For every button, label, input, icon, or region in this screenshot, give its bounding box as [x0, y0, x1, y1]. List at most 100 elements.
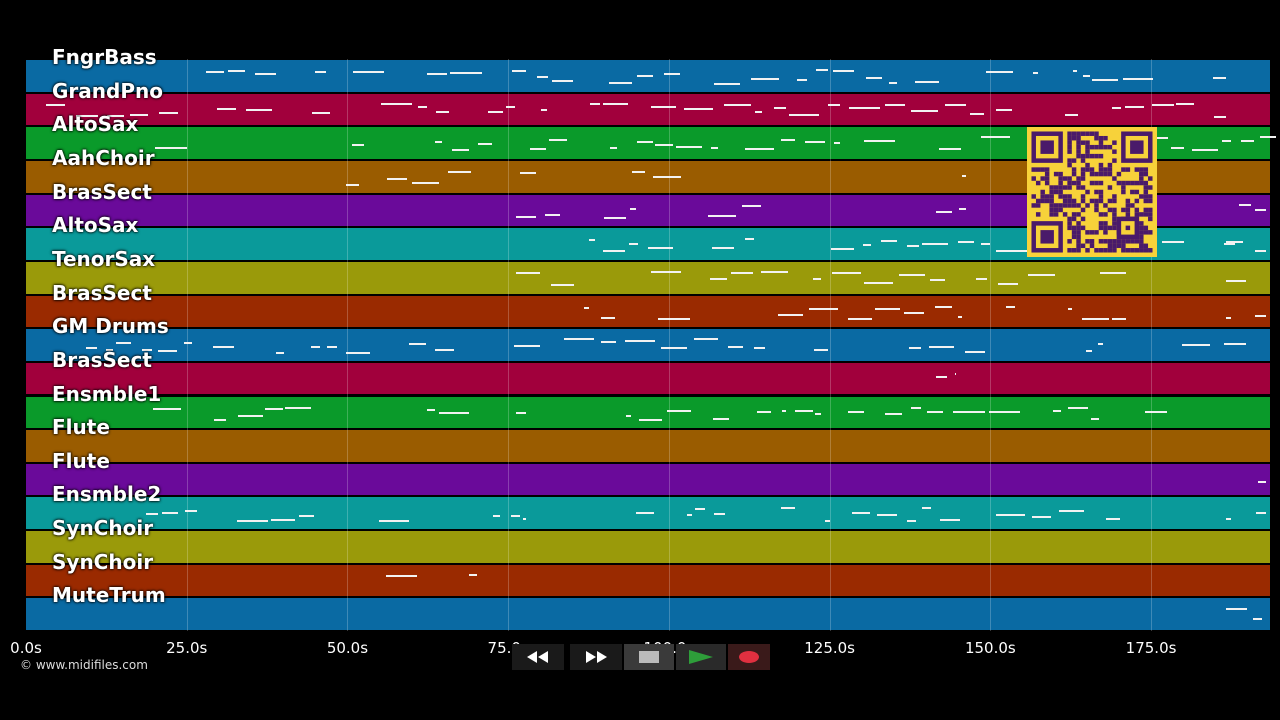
qr-module — [1121, 207, 1126, 213]
qr-module — [1107, 248, 1113, 253]
track-lane — [26, 261, 1270, 295]
midi-note — [1151, 103, 1175, 106]
qr-module — [1058, 203, 1063, 208]
qr-module — [1076, 221, 1081, 226]
midi-note — [780, 138, 796, 141]
midi-note — [1226, 607, 1248, 610]
qr-module — [1094, 230, 1099, 235]
midi-note — [1097, 342, 1103, 345]
midi-note — [934, 305, 952, 308]
midi-note — [1255, 209, 1266, 212]
qr-module — [1089, 153, 1095, 159]
midi-note — [312, 111, 330, 114]
qr-module — [1094, 180, 1099, 186]
qr-module — [1080, 225, 1086, 231]
midi-note — [849, 107, 881, 110]
midi-note — [969, 113, 985, 116]
qr-module — [1098, 135, 1104, 141]
qr-module — [1053, 185, 1059, 190]
midi-note — [789, 113, 820, 116]
midi-note — [884, 412, 903, 415]
qr-module — [1143, 167, 1149, 172]
qr-module — [1071, 216, 1077, 222]
midi-note — [852, 511, 870, 514]
qr-module — [1098, 239, 1104, 244]
qr-module — [1035, 198, 1041, 204]
midi-note — [1105, 517, 1120, 520]
midi-note — [624, 339, 655, 342]
midi-note — [630, 207, 636, 210]
track-lane-background — [26, 598, 1270, 631]
qr-module — [1103, 144, 1108, 150]
qr-module — [1076, 185, 1081, 190]
qr-module — [1098, 153, 1104, 159]
qr-module — [1094, 207, 1099, 213]
midi-note — [603, 103, 628, 106]
midi-note — [379, 520, 409, 523]
fast-forward-button[interactable] — [570, 644, 622, 670]
midi-note — [157, 349, 177, 352]
midi-note — [828, 104, 841, 107]
qr-module — [1067, 158, 1072, 163]
play-button[interactable] — [676, 644, 726, 670]
qr-module — [1076, 153, 1081, 159]
midi-note — [824, 520, 831, 523]
midi-note — [512, 70, 527, 73]
midi-note — [75, 115, 99, 118]
midi-note — [1239, 203, 1251, 206]
midi-note — [1226, 317, 1231, 320]
qr-module — [1080, 216, 1086, 222]
qr-module — [1071, 225, 1077, 231]
qr-module — [1076, 203, 1081, 208]
midi-note — [907, 520, 916, 523]
midi-note — [265, 408, 283, 411]
midi-note — [130, 113, 148, 116]
qr-module — [1040, 167, 1045, 172]
qr-module — [1143, 225, 1149, 231]
qr-module — [1148, 248, 1153, 253]
stop-button[interactable] — [624, 644, 674, 670]
midi-note — [1122, 77, 1153, 80]
midi-note — [653, 175, 681, 178]
midi-note — [959, 207, 966, 210]
track-lane-background — [26, 531, 1270, 563]
track-lane — [26, 295, 1270, 329]
qr-module — [1067, 194, 1072, 199]
qr-module — [1103, 212, 1108, 217]
qr-module — [1085, 162, 1090, 168]
midi-note — [411, 181, 439, 184]
midi-note — [1064, 114, 1079, 117]
track-label: BrasSect — [52, 347, 152, 372]
midi-note — [1252, 618, 1263, 621]
midi-note — [116, 341, 132, 344]
qr-module — [1049, 198, 1054, 204]
record-button[interactable] — [728, 644, 770, 670]
midi-note — [1145, 410, 1168, 413]
midi-note — [753, 347, 765, 350]
midi-note — [889, 81, 897, 84]
qr-module — [1085, 167, 1090, 172]
midi-note — [1083, 74, 1091, 77]
qr-module — [1089, 243, 1095, 249]
midi-note — [603, 250, 626, 253]
qr-module — [1098, 225, 1104, 231]
midi-note — [271, 518, 295, 521]
qr-module — [1148, 230, 1153, 235]
qr-module — [1130, 180, 1135, 186]
midi-note — [910, 407, 922, 410]
midi-note — [863, 139, 896, 142]
midi-note — [667, 410, 691, 413]
qr-module — [1071, 212, 1077, 217]
rewind-button[interactable] — [512, 644, 564, 670]
qr-module — [1148, 212, 1153, 217]
qr-module — [1125, 167, 1131, 172]
qr-module — [1089, 180, 1095, 186]
midi-note — [1223, 243, 1236, 246]
midi-note — [1171, 146, 1185, 149]
qr-module — [1139, 167, 1144, 172]
track-lane — [26, 463, 1270, 497]
midi-note — [626, 415, 631, 418]
midi-note — [814, 348, 829, 351]
qr-module — [1098, 198, 1104, 204]
qr-module — [1107, 239, 1113, 244]
